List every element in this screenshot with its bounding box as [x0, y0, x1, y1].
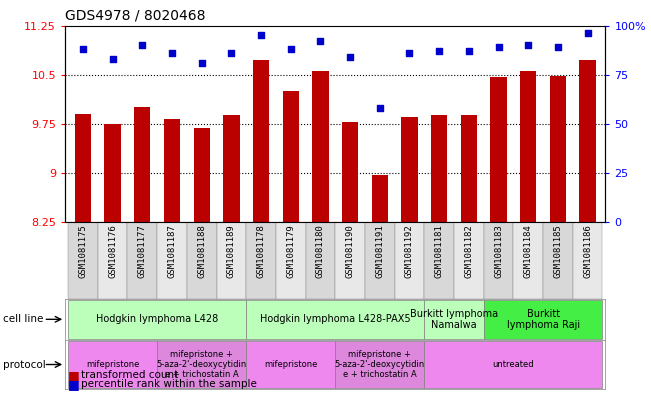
Text: GSM1081176: GSM1081176	[108, 224, 117, 278]
Text: GSM1081187: GSM1081187	[167, 224, 176, 278]
Text: GSM1081184: GSM1081184	[524, 224, 533, 278]
Text: GSM1081182: GSM1081182	[464, 224, 473, 278]
Bar	[68, 222, 98, 299]
Bar	[543, 222, 573, 299]
Point	[464, 48, 474, 54]
Text: GSM1081181: GSM1081181	[435, 224, 444, 278]
Text: Burkitt lymphoma
Namalwa: Burkitt lymphoma Namalwa	[410, 309, 498, 330]
Bar	[342, 122, 358, 222]
Bar	[484, 222, 514, 299]
Text: GSM1081175: GSM1081175	[78, 224, 87, 278]
Text: GSM1081191: GSM1081191	[375, 224, 384, 278]
Bar	[424, 222, 454, 299]
Text: mifepristone +
5-aza-2'-deoxycytidin
e + trichostatin A: mifepristone + 5-aza-2'-deoxycytidin e +…	[335, 350, 425, 379]
Text: mifepristone +
5-aza-2'-deoxycytidin
e + trichostatin A: mifepristone + 5-aza-2'-deoxycytidin e +…	[156, 350, 247, 379]
Bar	[134, 107, 150, 222]
Point	[345, 54, 355, 60]
Point	[315, 38, 326, 44]
Bar	[431, 115, 447, 222]
Text: GSM1081189: GSM1081189	[227, 224, 236, 278]
Text: Hodgkin lymphoma L428-PAX5: Hodgkin lymphoma L428-PAX5	[260, 314, 411, 324]
Text: cell line: cell line	[3, 314, 44, 324]
Bar	[424, 341, 602, 388]
Text: GSM1081190: GSM1081190	[346, 224, 355, 278]
Text: ■: ■	[68, 378, 80, 391]
Bar	[573, 222, 602, 299]
Text: mifepristone: mifepristone	[86, 360, 139, 369]
Bar	[312, 71, 329, 222]
Text: percentile rank within the sample: percentile rank within the sample	[81, 379, 257, 389]
Bar	[514, 222, 543, 299]
Bar	[246, 341, 335, 388]
Bar	[246, 299, 424, 339]
Point	[137, 42, 148, 48]
Bar	[395, 222, 424, 299]
Point	[197, 60, 207, 66]
Bar	[157, 222, 187, 299]
Bar	[157, 341, 246, 388]
Point	[256, 32, 266, 39]
Point	[493, 44, 504, 50]
Bar	[128, 222, 157, 299]
Point	[107, 56, 118, 62]
Text: transformed count: transformed count	[81, 370, 178, 380]
Point	[523, 42, 533, 48]
Text: GSM1081183: GSM1081183	[494, 224, 503, 278]
Bar	[579, 60, 596, 222]
Bar	[253, 60, 270, 222]
Bar	[365, 222, 395, 299]
Bar	[305, 222, 335, 299]
Bar	[484, 299, 602, 339]
Point	[374, 105, 385, 111]
Bar	[223, 115, 240, 222]
Bar	[193, 129, 210, 222]
Bar	[68, 341, 157, 388]
Point	[226, 50, 236, 56]
Text: GDS4978 / 8020468: GDS4978 / 8020468	[65, 9, 206, 23]
Bar	[454, 222, 484, 299]
Bar	[372, 175, 388, 222]
Bar	[490, 77, 506, 222]
Point	[553, 44, 563, 50]
Bar	[187, 222, 217, 299]
Point	[583, 30, 593, 37]
Text: GSM1081188: GSM1081188	[197, 224, 206, 278]
Text: Burkitt
lymphoma Raji: Burkitt lymphoma Raji	[506, 309, 579, 330]
Bar	[461, 115, 477, 222]
Text: GSM1081179: GSM1081179	[286, 224, 296, 278]
Text: mifepristone: mifepristone	[264, 360, 318, 369]
Bar	[520, 72, 536, 222]
Point	[404, 50, 415, 56]
Text: GSM1081185: GSM1081185	[553, 224, 562, 278]
Bar	[549, 76, 566, 222]
Bar	[217, 222, 246, 299]
Bar	[104, 124, 121, 222]
Text: ■: ■	[68, 369, 80, 382]
Point	[77, 46, 88, 52]
Text: GSM1081177: GSM1081177	[138, 224, 146, 278]
Bar	[246, 222, 276, 299]
Bar	[335, 341, 424, 388]
Bar	[98, 222, 128, 299]
Text: GSM1081178: GSM1081178	[256, 224, 266, 278]
Point	[434, 48, 445, 54]
Bar	[335, 222, 365, 299]
Bar	[164, 119, 180, 222]
Point	[286, 46, 296, 52]
Bar	[424, 299, 484, 339]
Bar	[75, 114, 91, 222]
Bar	[276, 222, 305, 299]
Text: protocol: protocol	[3, 360, 46, 369]
Bar	[401, 117, 418, 222]
Text: GSM1081186: GSM1081186	[583, 224, 592, 278]
Text: GSM1081192: GSM1081192	[405, 224, 414, 278]
Text: GSM1081180: GSM1081180	[316, 224, 325, 278]
Bar	[68, 299, 246, 339]
Text: untreated: untreated	[493, 360, 534, 369]
Point	[167, 50, 177, 56]
Bar	[283, 91, 299, 222]
Text: Hodgkin lymphoma L428: Hodgkin lymphoma L428	[96, 314, 218, 324]
